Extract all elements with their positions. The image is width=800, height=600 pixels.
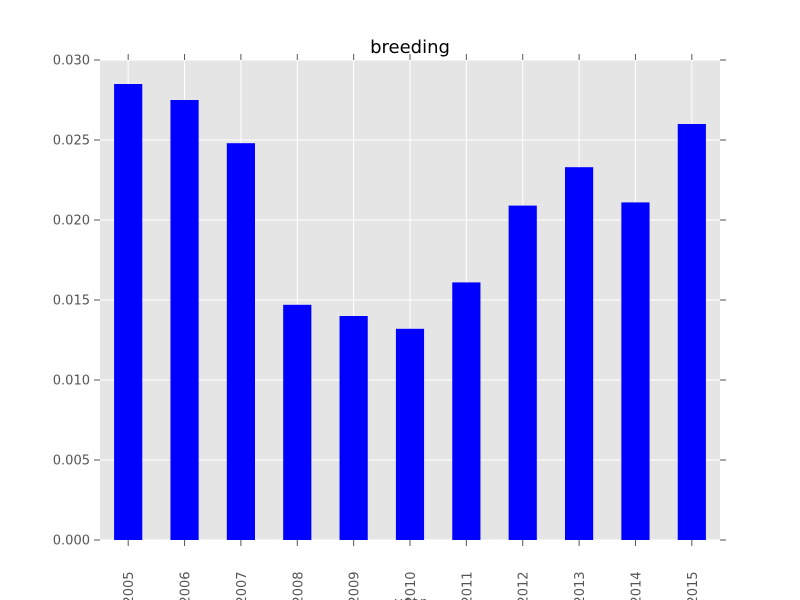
bar-2008 — [283, 304, 312, 540]
chart-title: breeding — [370, 37, 450, 58]
y-tick-label: 0.015 — [53, 294, 90, 309]
bar-2015 — [677, 124, 706, 540]
y-tick-label: 0.010 — [53, 374, 90, 389]
y-tick-label: 0.025 — [53, 134, 90, 149]
bar-2006 — [170, 100, 199, 540]
bar-2009 — [339, 316, 368, 540]
x-tick-label: 2015 — [686, 571, 701, 600]
bars — [114, 84, 706, 540]
x-tick-label: 2013 — [573, 571, 588, 600]
x-axis-label: year — [394, 595, 425, 600]
y-tick-labels: 0.000 0.005 0.010 0.015 0.020 0.025 0.030 — [53, 54, 90, 549]
x-tick-label: 2008 — [291, 571, 306, 600]
x-tick-label: 2006 — [179, 571, 194, 600]
x-tick-label: 2010 — [404, 571, 419, 600]
bar-2014 — [621, 202, 650, 540]
x-tick-label: 2005 — [122, 571, 137, 600]
y-tick-label: 0.000 — [53, 534, 90, 549]
x-tick-label: 2009 — [348, 571, 363, 600]
bar-2012 — [508, 205, 537, 540]
bar-2005 — [114, 84, 143, 540]
x-tick-label: 2012 — [517, 571, 532, 600]
bar-2007 — [226, 143, 255, 540]
x-tick-label: 2007 — [235, 571, 250, 600]
axis-ticks — [94, 54, 726, 546]
x-tick-labels: 2005 2006 2007 2008 2009 2010 2011 2012 2013 2014… — [122, 571, 701, 600]
bar-2011 — [452, 282, 481, 540]
x-tick-label: 2011 — [460, 571, 475, 600]
x-tick-label: 2014 — [629, 571, 644, 600]
y-tick-label: 0.005 — [53, 454, 90, 469]
bar-2010 — [395, 328, 425, 540]
y-tick-label: 0.030 — [53, 54, 90, 69]
bar-2013 — [565, 167, 594, 540]
y-tick-label: 0.020 — [53, 214, 90, 229]
